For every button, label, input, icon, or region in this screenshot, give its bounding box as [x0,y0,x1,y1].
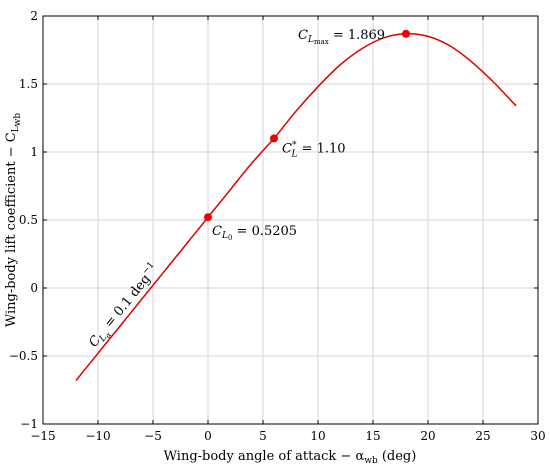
lift-curve [75,33,517,381]
x-tick-label: 0 [204,429,212,443]
point-label: CLmax = 1.869 [298,28,385,46]
y-tick-label: 0 [30,281,38,295]
y-tick-label: −0.5 [9,349,38,363]
y-tick-label: −1 [20,417,38,431]
y-axis-label: Wing-body lift coefficient − CLwb [4,113,23,328]
x-tick-label: 15 [365,429,380,443]
grid [43,16,538,424]
point-label: C* L = 1.10 [282,140,346,159]
y-tick-label: 0.5 [19,213,38,227]
y-tick-label: 2 [30,9,38,23]
x-tick-label: 20 [420,429,435,443]
x-tick-label: −15 [30,429,55,443]
x-tick-label: 30 [530,429,545,443]
data-points [204,29,410,222]
data-point [402,29,410,38]
data-point [270,134,278,143]
lift-curve-line [75,33,517,381]
x-axis-label: Wing-body angle of attack − αwb (deg) [164,449,417,466]
x-tick-label: 25 [475,429,490,443]
x-tick-label: −10 [85,429,110,443]
data-point [204,213,212,222]
y-tick-label: 1 [30,145,38,159]
x-tick-label: −5 [144,429,162,443]
x-tick-label: 5 [259,429,267,443]
point-label: CL0 = 0.5205 [212,224,297,242]
y-tick-label: 1.5 [19,77,38,91]
axis-ticks: −15 −10 −5 0 5 10 15 20 25 30 −1 −0.5 0 0.5 1 1.5 2 [9,9,546,443]
x-tick-label: 10 [310,429,325,443]
